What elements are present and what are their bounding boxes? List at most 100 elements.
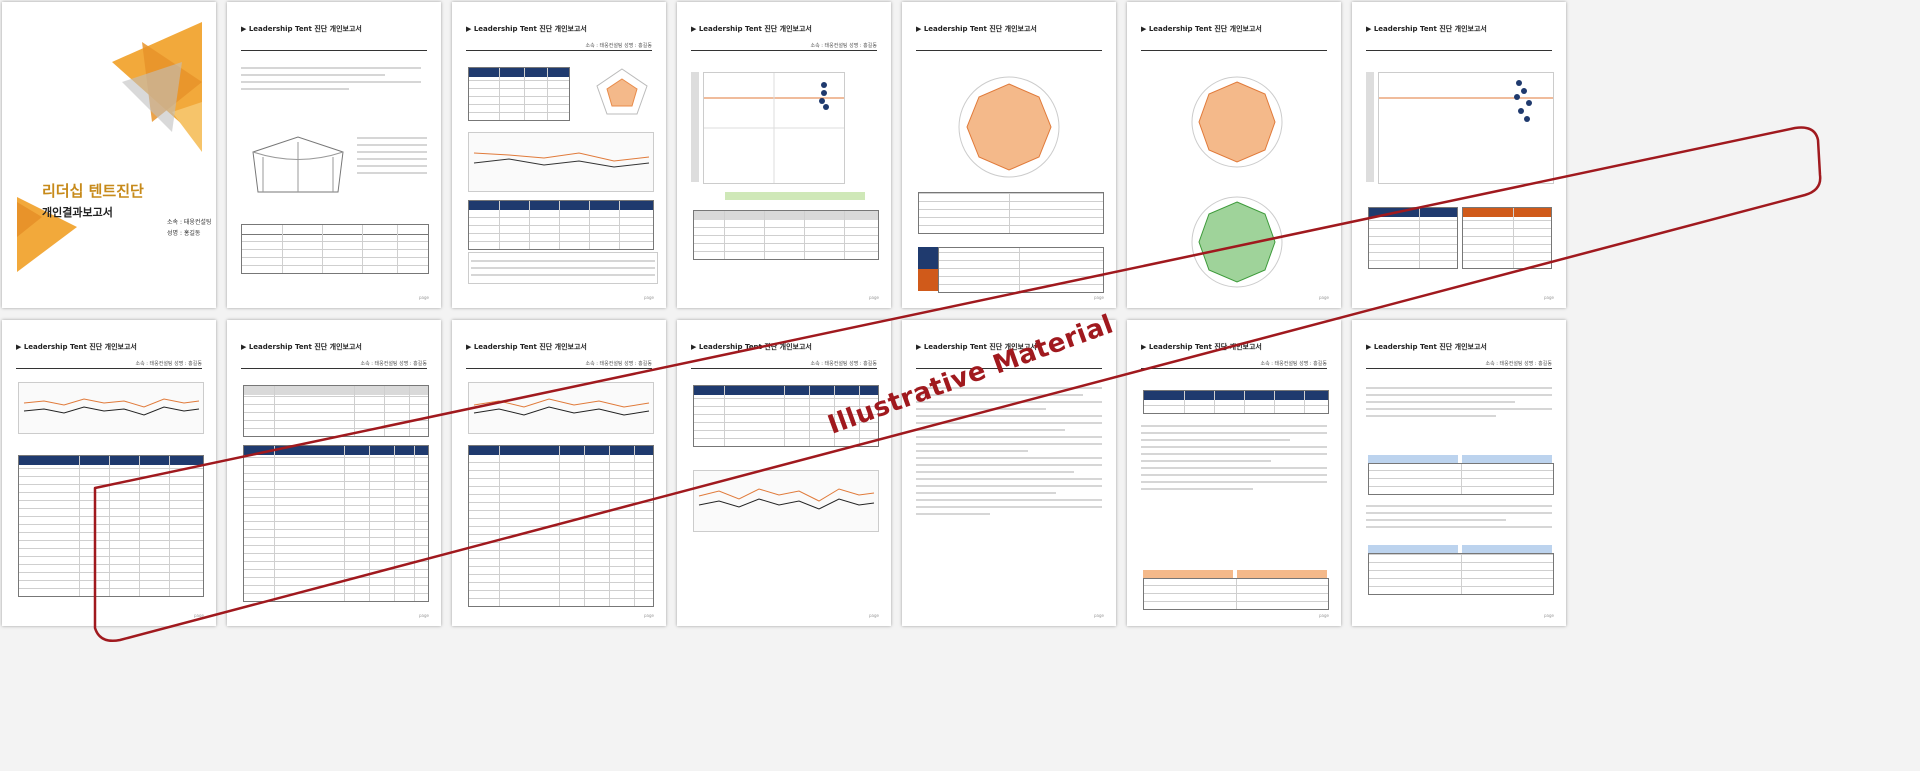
page-number: page bbox=[1544, 295, 1554, 300]
page-number: page bbox=[419, 613, 429, 618]
radar-chart-green bbox=[1191, 196, 1283, 288]
text-block bbox=[1141, 420, 1327, 495]
page-3: Leadership Tent 진단 개인보고서 소속 : 태웅컨설팅 성명 :… bbox=[452, 2, 666, 308]
header-rule bbox=[691, 368, 877, 369]
header-rule bbox=[1366, 368, 1552, 369]
page-header: Leadership Tent 진단 개인보고서 bbox=[691, 24, 812, 34]
page-11: Leadership Tent 진단 개인보고서 소속 : 태웅컨설팅 성명 :… bbox=[677, 320, 891, 626]
text-block bbox=[241, 62, 421, 95]
cover-title: 리더십 텐트진단 bbox=[42, 182, 144, 200]
header-rule bbox=[241, 50, 427, 51]
page-number: page bbox=[644, 613, 654, 618]
header-rule bbox=[1366, 50, 1552, 51]
header-rule bbox=[466, 50, 652, 51]
page-8: Leadership Tent 진단 개인보고서 소속 : 태웅컨설팅 성명 :… bbox=[2, 320, 216, 626]
page-4: Leadership Tent 진단 개인보고서 소속 : 태웅컨설팅 성명 :… bbox=[677, 2, 891, 308]
page-meta: 소속 : 태웅컨설팅 성명 : 홍길동 bbox=[1485, 361, 1552, 367]
header-rule bbox=[1141, 368, 1327, 369]
summary-table bbox=[918, 192, 1104, 234]
page-10: Leadership Tent 진단 개인보고서 소속 : 태웅컨설팅 성명 :… bbox=[452, 320, 666, 626]
page-meta: 소속 : 태웅컨설팅 성명 : 홍길동 bbox=[585, 361, 652, 367]
header-rule bbox=[691, 50, 877, 51]
header-rule bbox=[16, 368, 202, 369]
strength-table bbox=[938, 247, 1104, 293]
page-number: page bbox=[1544, 613, 1554, 618]
page-header: Leadership Tent 진단 개인보고서 bbox=[1366, 342, 1487, 352]
cover-affiliation: 소속 : 태웅컨설팅 bbox=[167, 219, 212, 226]
page-2: Leadership Tent 진단 개인보고서 page bbox=[227, 2, 441, 308]
page-7: Leadership Tent 진단 개인보고서 page bbox=[1352, 2, 1566, 308]
tent-diagram bbox=[252, 136, 344, 193]
page-header: Leadership Tent 진단 개인보고서 bbox=[241, 24, 362, 34]
data-table bbox=[1143, 578, 1329, 610]
axis-bar bbox=[725, 192, 865, 200]
page-header: Leadership Tent 진단 개인보고서 bbox=[466, 24, 587, 34]
data-table bbox=[1368, 207, 1458, 269]
page-14: Leadership Tent 진단 개인보고서 소속 : 태웅컨설팅 성명 :… bbox=[1352, 320, 1566, 626]
table-header bbox=[1462, 545, 1552, 553]
page-number: page bbox=[419, 295, 429, 300]
line-chart bbox=[468, 132, 654, 192]
table-header bbox=[1368, 455, 1458, 463]
data-table bbox=[468, 445, 654, 607]
scatter-chart bbox=[703, 72, 845, 184]
data-table bbox=[1368, 553, 1554, 595]
data-table bbox=[243, 385, 429, 437]
table-header bbox=[1462, 455, 1552, 463]
text-block bbox=[357, 132, 427, 179]
page-5: Leadership Tent 진단 개인보고서 page bbox=[902, 2, 1116, 308]
data-table bbox=[693, 210, 879, 260]
page-meta: 소속 : 태웅컨설팅 성명 : 홍길동 bbox=[135, 361, 202, 367]
page-number: page bbox=[1094, 295, 1104, 300]
page-6: Leadership Tent 진단 개인보고서 page bbox=[1127, 2, 1341, 308]
text-block bbox=[1366, 500, 1552, 533]
page-header: Leadership Tent 진단 개인보고서 bbox=[1141, 342, 1262, 352]
strength-box bbox=[918, 247, 938, 269]
data-table bbox=[1462, 207, 1552, 269]
page-number: page bbox=[869, 295, 879, 300]
page-9: Leadership Tent 진단 개인보고서 소속 : 태웅컨설팅 성명 :… bbox=[227, 320, 441, 626]
header-rule bbox=[241, 368, 427, 369]
axis-bar bbox=[691, 72, 699, 182]
table-header bbox=[1368, 545, 1458, 553]
text-block bbox=[1366, 382, 1552, 422]
page-meta: 소속 : 태웅컨설팅 성명 : 홍길동 bbox=[360, 361, 427, 367]
scatter-chart bbox=[1378, 72, 1554, 184]
table-header bbox=[1143, 570, 1233, 578]
text-block bbox=[916, 382, 1102, 520]
header-rule bbox=[1141, 50, 1327, 51]
page-number: page bbox=[1319, 613, 1329, 618]
page-header: Leadership Tent 진단 개인보고서 bbox=[16, 342, 137, 352]
page-header: Leadership Tent 진단 개인보고서 bbox=[916, 24, 1037, 34]
page-cover: 리더십 텐트진단 개인결과보고서 소속 : 태웅컨설팅 성명 : 홍길동 bbox=[2, 2, 216, 308]
page-meta: 소속 : 태웅컨설팅 성명 : 홍길동 bbox=[585, 43, 652, 49]
header-rule bbox=[466, 368, 652, 369]
page-header: Leadership Tent 진단 개인보고서 bbox=[466, 342, 587, 352]
line-chart bbox=[468, 382, 654, 434]
data-table bbox=[1143, 390, 1329, 414]
page-number: page bbox=[1094, 613, 1104, 618]
axis-bar bbox=[1366, 72, 1374, 182]
data-table bbox=[243, 445, 429, 602]
radar-chart-orange bbox=[1191, 76, 1283, 168]
page-header: Leadership Tent 진단 개인보고서 bbox=[1366, 24, 1487, 34]
page-number: page bbox=[194, 613, 204, 618]
data-table bbox=[1368, 463, 1554, 495]
radar-chart bbox=[596, 68, 648, 115]
radar-chart-orange bbox=[958, 76, 1060, 178]
table-header bbox=[1237, 570, 1327, 578]
header-rule bbox=[916, 50, 1102, 51]
score-table bbox=[468, 67, 570, 121]
page-number: page bbox=[1319, 295, 1329, 300]
page-number: page bbox=[869, 613, 879, 618]
page-number: page bbox=[644, 295, 654, 300]
page-header: Leadership Tent 진단 개인보고서 bbox=[1141, 24, 1262, 34]
page-meta: 소속 : 태웅컨설팅 성명 : 홍길동 bbox=[1260, 361, 1327, 367]
cover-subtitle: 개인결과보고서 bbox=[42, 206, 113, 219]
data-table bbox=[18, 455, 204, 597]
weakness-box bbox=[918, 269, 938, 291]
page-meta: 소속 : 태웅컨설팅 성명 : 홍길동 bbox=[810, 43, 877, 49]
cover-name: 성명 : 홍길동 bbox=[167, 230, 201, 237]
line-chart bbox=[693, 470, 879, 532]
notes-box bbox=[468, 252, 658, 284]
